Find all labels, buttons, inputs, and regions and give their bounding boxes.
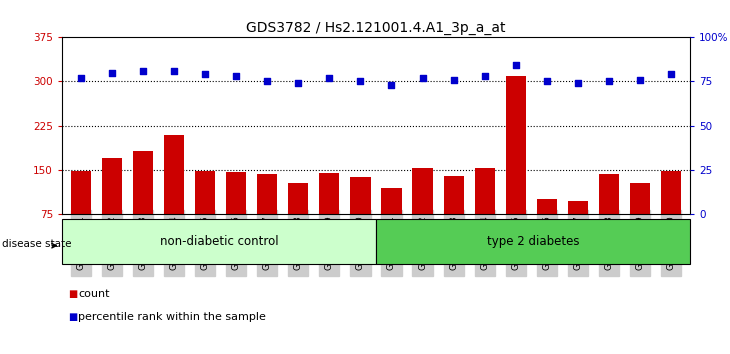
Point (168, 68, 180, 74)
Bar (537, 199, 557, 258)
Point (541, 79, 553, 84)
Text: non-diabetic control: non-diabetic control (160, 235, 278, 248)
Bar (568, 201, 588, 258)
Point (230, 73, 242, 79)
Point (665, 72, 677, 77)
Point (323, 75, 335, 81)
Point (137, 68, 149, 74)
Point (447, 77, 459, 82)
Point (106, 70, 118, 75)
Text: type 2 diabetes: type 2 diabetes (487, 235, 579, 248)
Point (293, 80, 304, 86)
Bar (101, 158, 122, 258)
FancyBboxPatch shape (376, 219, 690, 264)
Point (199, 72, 211, 77)
Bar (319, 173, 339, 258)
Text: percentile rank within the sample: percentile rank within the sample (78, 312, 266, 322)
Point (603, 79, 615, 84)
Bar (195, 171, 215, 258)
Bar (164, 135, 184, 258)
FancyBboxPatch shape (62, 219, 376, 264)
Point (634, 77, 646, 82)
Text: disease state: disease state (2, 239, 72, 249)
Bar (599, 174, 619, 258)
Text: ■: ■ (68, 289, 77, 299)
Bar (350, 177, 371, 258)
Point (510, 63, 522, 68)
Bar (506, 75, 526, 258)
Bar (412, 168, 433, 258)
Text: ■: ■ (68, 312, 77, 322)
Bar (257, 174, 277, 258)
Point (417, 75, 429, 81)
Bar (444, 176, 464, 258)
Text: count: count (78, 289, 110, 299)
Point (385, 82, 397, 88)
Bar (630, 183, 650, 258)
Title: GDS3782 / Hs2.121001.4.A1_3p_a_at: GDS3782 / Hs2.121001.4.A1_3p_a_at (246, 21, 506, 35)
Bar (71, 171, 91, 258)
Point (479, 73, 491, 79)
Bar (133, 151, 153, 258)
Bar (288, 183, 308, 258)
Bar (474, 168, 495, 258)
Bar (226, 172, 246, 258)
Bar (381, 188, 402, 258)
Point (261, 79, 273, 84)
Bar (661, 171, 681, 258)
Point (355, 79, 366, 84)
Point (75, 75, 87, 81)
Point (572, 80, 584, 86)
